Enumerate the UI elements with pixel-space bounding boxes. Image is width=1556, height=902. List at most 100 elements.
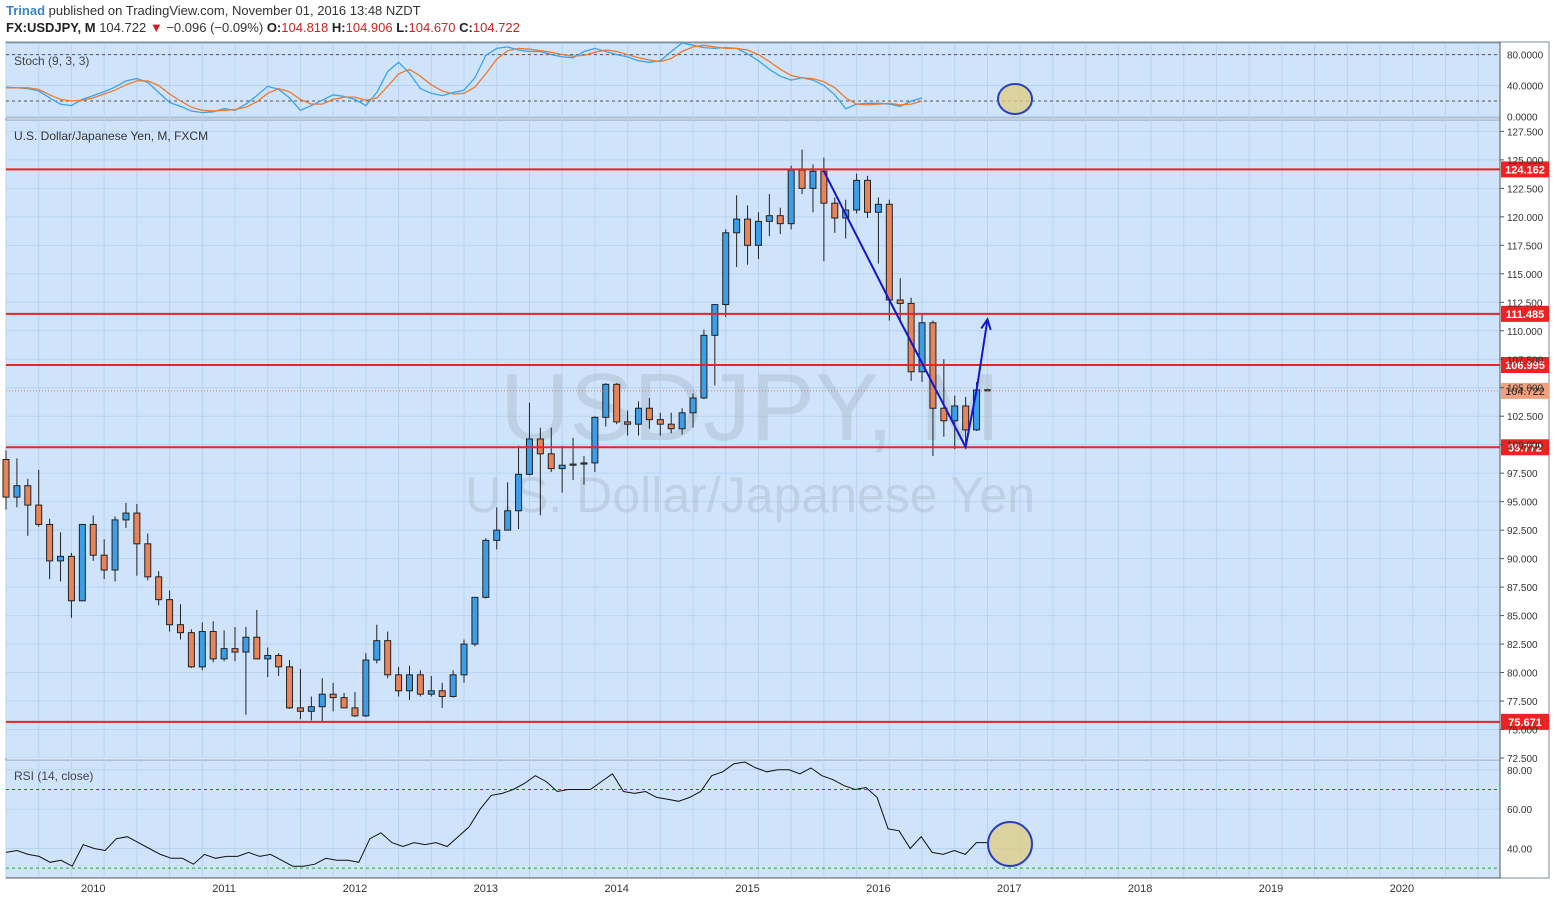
y-tick-label: 105.000 [1507, 384, 1544, 395]
rsi-series [5, 761, 988, 867]
horizontal-levels[interactable]: 124.162 111.485 106.995 99.772 75.671 104.722 [6, 161, 1549, 730]
symbol-line: FX:USDJPY, M 104.722 ▼ −0.096 (−0.09%) O… [6, 20, 520, 35]
stoch-tick-label: 40.0000 [1507, 82, 1544, 93]
candle [111, 516, 119, 582]
candle [515, 445, 523, 530]
level-label: 75.671 [1508, 717, 1542, 729]
candle-body [547, 453, 555, 470]
candle-body [122, 512, 130, 521]
y-tick-label: 97.500 [1507, 469, 1538, 480]
candle-body [198, 631, 206, 668]
candle [754, 212, 762, 259]
candle-body [504, 510, 512, 531]
candle-body [2, 459, 10, 498]
candle-body [209, 631, 217, 660]
candle-body [754, 220, 762, 246]
level-label: 111.485 [1506, 309, 1545, 321]
candle [155, 571, 163, 606]
low-label: L: [396, 20, 409, 35]
candle-body [874, 203, 882, 213]
y-tick-label: 77.500 [1507, 697, 1538, 708]
candle [318, 678, 326, 723]
x-tick-label: 2012 [343, 883, 367, 895]
candle [416, 670, 424, 697]
candle [35, 469, 43, 527]
candle-body [460, 643, 468, 676]
close-label: C: [459, 20, 473, 35]
candle [166, 590, 174, 632]
rsi-tick-label: 60.00 [1507, 805, 1532, 816]
y-tick-label: 115.000 [1507, 270, 1543, 281]
candle [307, 696, 315, 721]
candle [962, 396, 970, 444]
candle [634, 401, 642, 436]
published-text: published on TradingView.com, November 0… [48, 3, 421, 18]
candle [286, 660, 294, 710]
candle-body [449, 674, 457, 697]
candle-body [831, 202, 839, 219]
candle-body [591, 416, 599, 464]
level-label: 106.995 [1505, 360, 1545, 372]
candle [89, 515, 97, 561]
stoch-tick-label: 80.0000 [1507, 51, 1544, 62]
candle-body [242, 636, 250, 653]
candle-body [67, 555, 75, 602]
candle [427, 675, 435, 697]
level-label-bg [1501, 305, 1549, 322]
candle-body [482, 539, 490, 598]
y-tick-label: 127.500 [1507, 127, 1544, 138]
x-tick-label: 2015 [735, 883, 759, 895]
candle [78, 523, 86, 602]
trend-path[interactable] [823, 170, 989, 451]
symbol-label[interactable]: FX:USDJPY, M [6, 20, 96, 35]
watermark-name: U.S. Dollar/Japanese Yen [465, 467, 1035, 523]
candle-body [678, 412, 686, 430]
candle-body [100, 554, 108, 571]
candle-body [787, 169, 795, 225]
y-tick-label: 82.500 [1507, 640, 1538, 651]
candle-body [220, 648, 228, 660]
y-tick-label: 95.000 [1507, 498, 1538, 509]
candle-body [286, 666, 294, 709]
candle-body [776, 215, 784, 225]
rsi-line [5, 761, 988, 867]
candle-body [765, 215, 773, 222]
high-value: 104.906 [345, 20, 393, 35]
candle-body [689, 397, 697, 414]
candle [329, 682, 337, 712]
candle-body [918, 322, 926, 373]
candle [820, 157, 828, 262]
candle [242, 626, 250, 715]
candle [547, 427, 555, 473]
trend-drawing[interactable] [823, 170, 992, 451]
author-link[interactable]: Trinad [6, 3, 46, 18]
x-tick-label: 2016 [866, 883, 890, 895]
open-label: O: [266, 20, 282, 35]
candle-body [798, 169, 806, 189]
stoch-highlight-circle [997, 83, 1033, 115]
candle-body [580, 462, 588, 465]
candle [645, 397, 653, 429]
change-value: −0.096 (−0.09%) [166, 20, 264, 35]
candle-body [176, 624, 184, 634]
candle-body [35, 504, 43, 525]
candle-body [634, 407, 642, 425]
candle [787, 165, 795, 230]
candle-body [853, 179, 861, 211]
candle-body [711, 304, 719, 336]
arrow-head [980, 317, 992, 331]
candle [264, 647, 272, 678]
level-label-bg [1501, 713, 1549, 730]
grid-lines [5, 43, 1500, 878]
candle [896, 278, 904, 323]
candle-body [395, 674, 403, 692]
candle-body [864, 179, 872, 213]
y-tick-label: 72.500 [1507, 754, 1538, 765]
stoch-title: Stoch (9, 3, 3) [14, 54, 89, 68]
y-tick-label: 117.500 [1507, 241, 1543, 252]
candle [253, 609, 261, 660]
candle [558, 445, 566, 493]
pane-titles: Stoch (9, 3, 3) U.S. Dollar/Japanese Yen… [14, 54, 208, 783]
candle [100, 539, 108, 580]
